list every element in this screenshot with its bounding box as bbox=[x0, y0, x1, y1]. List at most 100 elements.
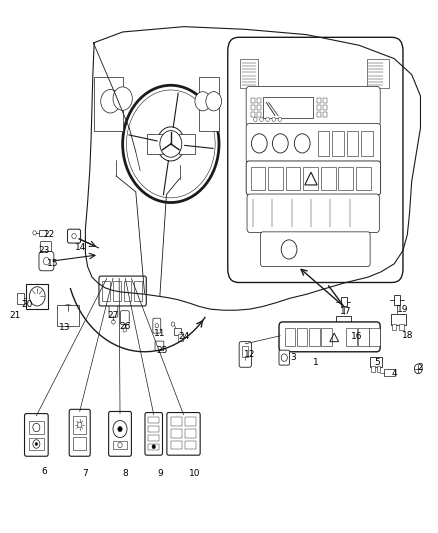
Circle shape bbox=[29, 287, 45, 306]
Circle shape bbox=[171, 322, 175, 326]
Circle shape bbox=[272, 117, 276, 122]
Bar bbox=[178, 334, 183, 341]
Text: 3: 3 bbox=[290, 353, 297, 361]
Circle shape bbox=[272, 134, 288, 153]
Bar bbox=[317, 105, 321, 110]
Text: 23: 23 bbox=[38, 246, 49, 255]
Circle shape bbox=[195, 92, 211, 111]
Bar bbox=[257, 98, 261, 103]
Text: 27: 27 bbox=[107, 311, 119, 320]
Text: 26: 26 bbox=[119, 322, 131, 330]
Bar bbox=[318, 131, 329, 156]
Circle shape bbox=[206, 92, 222, 111]
Circle shape bbox=[127, 90, 215, 198]
Bar bbox=[185, 441, 196, 449]
FancyBboxPatch shape bbox=[109, 411, 131, 456]
Bar bbox=[309, 328, 320, 346]
Bar bbox=[297, 328, 307, 346]
Circle shape bbox=[118, 426, 122, 432]
FancyBboxPatch shape bbox=[39, 252, 54, 271]
Text: 6: 6 bbox=[41, 467, 47, 476]
Text: 1: 1 bbox=[312, 358, 318, 367]
Bar bbox=[347, 131, 358, 156]
Circle shape bbox=[33, 423, 40, 432]
Circle shape bbox=[59, 305, 77, 326]
Bar bbox=[94, 77, 123, 131]
Circle shape bbox=[254, 117, 257, 122]
Bar bbox=[317, 112, 321, 117]
Bar bbox=[285, 328, 295, 346]
Text: 2: 2 bbox=[418, 364, 423, 372]
Bar bbox=[113, 281, 121, 301]
Text: 14: 14 bbox=[75, 244, 87, 252]
FancyBboxPatch shape bbox=[239, 342, 251, 367]
Text: 10: 10 bbox=[189, 469, 201, 478]
Circle shape bbox=[155, 324, 159, 328]
Bar bbox=[370, 357, 382, 367]
FancyBboxPatch shape bbox=[145, 413, 162, 455]
Text: 18: 18 bbox=[402, 332, 413, 340]
FancyBboxPatch shape bbox=[246, 86, 380, 127]
Bar bbox=[148, 417, 159, 423]
Bar bbox=[257, 105, 261, 110]
Bar bbox=[323, 105, 327, 110]
FancyBboxPatch shape bbox=[261, 232, 370, 266]
Bar bbox=[29, 438, 44, 450]
Circle shape bbox=[414, 364, 422, 374]
FancyBboxPatch shape bbox=[246, 161, 381, 195]
Bar bbox=[361, 131, 373, 156]
Bar bbox=[321, 328, 332, 346]
Circle shape bbox=[43, 257, 49, 265]
Text: 12: 12 bbox=[244, 350, 255, 359]
Circle shape bbox=[123, 328, 127, 332]
Bar bbox=[134, 281, 142, 301]
Circle shape bbox=[294, 134, 310, 153]
Bar bbox=[263, 97, 313, 118]
Text: 17: 17 bbox=[340, 308, 352, 316]
Bar bbox=[39, 230, 46, 236]
Bar bbox=[174, 328, 181, 335]
Bar bbox=[286, 167, 300, 190]
Circle shape bbox=[157, 127, 185, 161]
Bar bbox=[185, 429, 196, 438]
Bar bbox=[17, 293, 24, 304]
Bar bbox=[268, 167, 283, 190]
Circle shape bbox=[113, 87, 132, 110]
FancyBboxPatch shape bbox=[40, 241, 52, 252]
FancyBboxPatch shape bbox=[247, 194, 379, 232]
Bar bbox=[240, 59, 258, 88]
Bar bbox=[73, 416, 86, 434]
Bar bbox=[29, 421, 44, 434]
FancyBboxPatch shape bbox=[246, 124, 381, 163]
Bar bbox=[338, 325, 343, 332]
FancyBboxPatch shape bbox=[228, 37, 403, 282]
Circle shape bbox=[33, 231, 36, 235]
Circle shape bbox=[118, 442, 122, 448]
Bar bbox=[251, 105, 255, 110]
FancyBboxPatch shape bbox=[279, 350, 290, 365]
Bar bbox=[392, 324, 396, 330]
Circle shape bbox=[266, 117, 269, 122]
Bar bbox=[242, 346, 248, 357]
Circle shape bbox=[101, 90, 120, 113]
Circle shape bbox=[72, 233, 76, 239]
Bar bbox=[394, 295, 400, 305]
Text: 15: 15 bbox=[47, 260, 58, 268]
Bar bbox=[199, 77, 219, 131]
Bar bbox=[369, 328, 380, 346]
Circle shape bbox=[281, 240, 297, 259]
Text: 19: 19 bbox=[397, 305, 409, 313]
Bar bbox=[185, 417, 196, 426]
Bar bbox=[336, 316, 351, 326]
Bar bbox=[384, 369, 395, 376]
Bar bbox=[332, 131, 344, 156]
Bar bbox=[367, 59, 389, 88]
Circle shape bbox=[281, 354, 287, 361]
Bar bbox=[317, 98, 321, 103]
FancyBboxPatch shape bbox=[109, 302, 118, 317]
Circle shape bbox=[78, 422, 82, 427]
Circle shape bbox=[33, 440, 40, 448]
Bar bbox=[148, 426, 159, 432]
FancyBboxPatch shape bbox=[155, 341, 164, 351]
Circle shape bbox=[251, 134, 267, 153]
